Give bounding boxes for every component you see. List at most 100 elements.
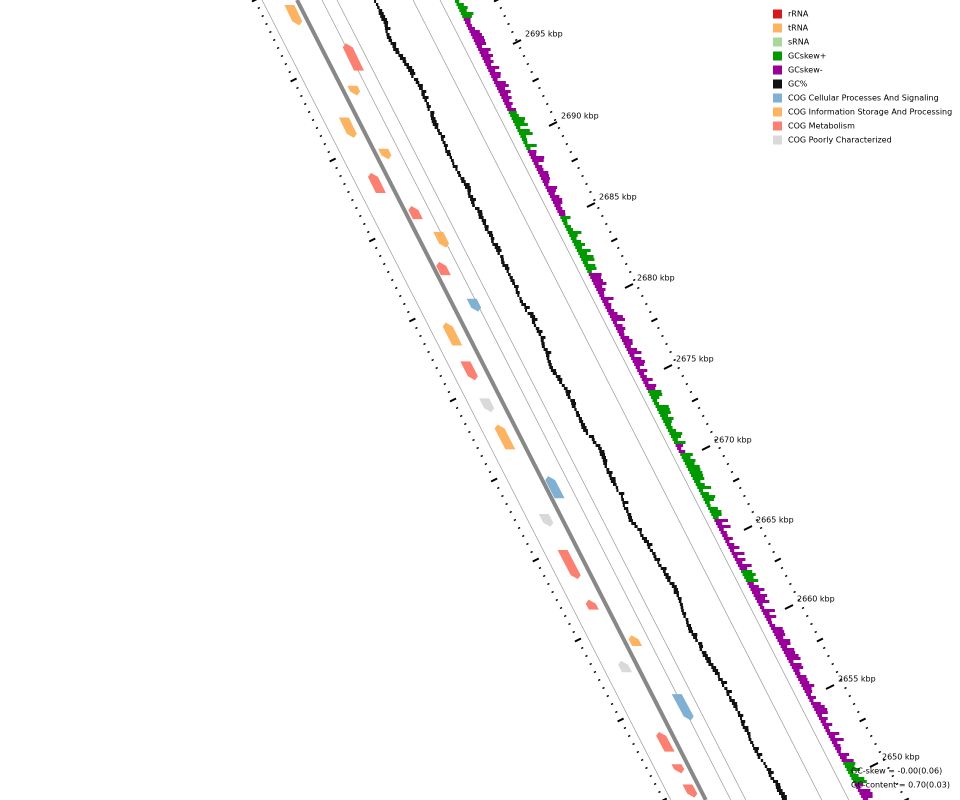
scale-tick [616,246,620,250]
track-line [321,0,732,800]
tracks [251,0,910,800]
scale-tick [568,622,571,626]
legend-swatch [773,9,782,19]
scale-tick [319,134,323,138]
scale-tick [610,702,614,706]
gene [618,660,633,673]
scale-tick [358,214,362,218]
tick-label: 2675 kbp [676,355,714,364]
scale-tick [620,254,624,258]
scale-tick [673,358,676,362]
scale-tick [640,294,644,298]
gene [671,694,694,721]
legend-swatch [773,93,782,103]
gc-skew-negative [463,18,873,800]
legend-swatch [773,121,782,131]
scale-tick [449,397,457,403]
scale-tick [852,702,856,706]
scale-tick [640,758,644,762]
major-tick [743,525,753,531]
scale-tick [768,542,771,546]
scale-tick [632,278,636,282]
scale-tick [697,406,701,410]
scale-tick [339,174,342,178]
scale-tick [569,150,573,154]
scale-tick [632,742,635,746]
scale-tick [669,350,672,354]
scale-tick [563,614,567,618]
scale-tick [288,70,292,74]
scale-tick [763,534,767,538]
gene [585,599,599,610]
scale-tick [565,142,569,146]
gene [342,43,365,71]
scale-tick [276,46,280,50]
legend-label: tRNA [788,24,809,33]
scale-tick [435,366,439,370]
scale-tick [865,726,869,730]
legend-label: GC% [788,80,808,89]
scale-tick [627,734,631,738]
labels: 2695 kbp 2690 kbp 2685 kbp 2680 kbp 2675 kbp… [525,9,952,790]
scale-tick [789,582,792,586]
scale-tick [661,797,668,800]
gene [408,206,423,220]
legend-swatch [773,51,782,61]
scale-tick [810,622,813,626]
scale-tick [303,102,307,106]
scale-tick [780,566,784,570]
scale-tick [343,182,346,186]
scale-tick [419,334,422,338]
scale-tick [488,470,492,474]
scale-tick [329,157,337,163]
scale-tick [891,774,895,778]
scale-tick [455,406,459,410]
scale-tick [644,302,648,306]
legend-swatch [773,65,782,75]
scale-tick [542,94,545,98]
tick-label: 2660 kbp [797,595,835,604]
scale-tick [459,414,463,418]
scale-tick [732,477,740,483]
track-line [336,0,747,800]
major-tick [784,604,794,610]
scale-tick [874,742,877,746]
scale-tick [797,598,801,602]
scale-tick [351,198,354,202]
gene [494,424,516,450]
scale-tick [835,670,839,674]
scale-tick [608,230,612,234]
scale-tick [577,166,580,170]
scale-tick [589,190,592,194]
scale-tick [386,270,390,274]
scale-tick [315,126,319,130]
major-tick [624,283,634,289]
scale-tick [572,630,576,634]
tick-label: 2695 kbp [525,30,563,39]
scale-tick [623,726,627,730]
summary-text: GC-content = 0.70(0.03) [851,781,950,790]
tick-label: 2680 kbp [637,274,675,283]
scale-tick [408,317,416,323]
scale-tick [549,110,553,114]
scale-tick [600,214,604,218]
gene [557,550,581,580]
scale-tick [649,774,653,778]
scale-tick [557,126,561,130]
gene [436,261,451,276]
scale-tick [499,6,503,10]
legend-label: rRNA [788,10,809,19]
backbone [295,0,708,800]
major-tick [663,364,673,370]
scale-tick [581,174,584,178]
scale-tick [816,637,824,643]
scale-tick [468,430,471,434]
scale-tick [284,62,288,66]
track-line [439,0,850,800]
major-tick [701,445,711,451]
scale-tick [722,454,726,458]
gene [442,322,463,346]
scale-tick [532,77,540,83]
scale-tick [738,486,742,490]
scale-tick [423,342,426,346]
